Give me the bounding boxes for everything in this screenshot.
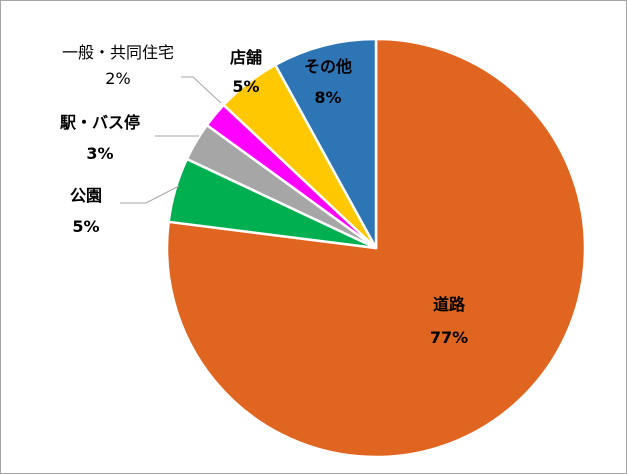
leader-line-4 [181,76,222,104]
slice-percent-label-5: 5% [232,77,259,96]
pie-slice-6 [274,37,378,250]
pie-slice-1 [165,37,587,459]
slice-percent-label-6: 8% [314,88,341,107]
slice-name-label-1: 道路 [433,295,466,314]
slice-percent-label-4: 2% [105,69,130,88]
slice-name-label-3: 駅・バス停 [59,113,140,132]
slice-name-label-4: 一般・共同住宅 [62,43,174,62]
slice-percent-label-2: 5% [72,217,99,236]
slice-name-label-5: 店舗 [230,48,262,67]
slice-percent-label-3: 3% [86,144,113,163]
slice-name-label-6: その他 [304,57,352,76]
leader-line-2 [120,185,180,204]
slice-name-label-2: 公園 [70,186,102,205]
slice-percent-label-1: 77% [430,328,468,347]
